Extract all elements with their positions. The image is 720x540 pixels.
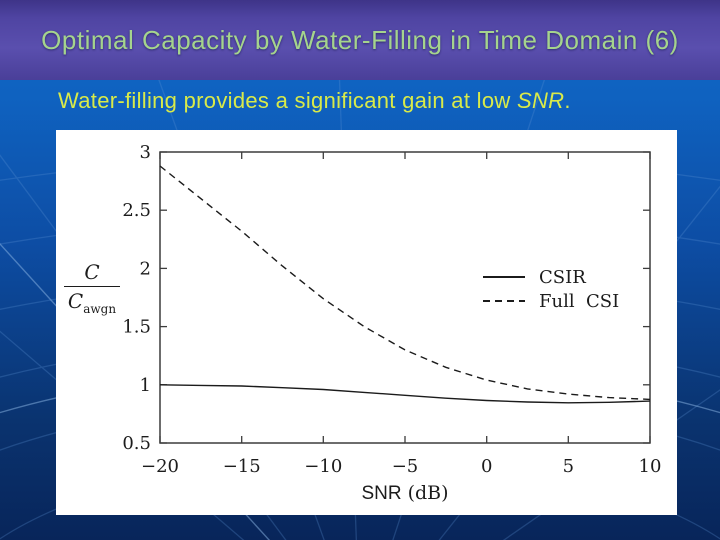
svg-text:−5: −5 xyxy=(392,456,419,477)
svg-text:2: 2 xyxy=(140,258,151,279)
subtitle-emphasis: SNR xyxy=(516,88,565,113)
solid-line-swatch xyxy=(483,276,525,278)
legend-item-csir: CSIR xyxy=(483,266,619,288)
subtitle-period: . xyxy=(564,88,571,113)
dashed-line-swatch xyxy=(483,300,525,302)
x-axis-label: SNR (dB) xyxy=(361,482,449,504)
y-axis-label-numerator: C xyxy=(64,260,120,287)
y-axis-label: C Cawgn xyxy=(60,260,124,316)
subtitle-text: Water-filling provides a significant gai… xyxy=(58,88,517,113)
slide-subtitle: Water-filling provides a significant gai… xyxy=(58,88,698,114)
svg-text:−10: −10 xyxy=(304,456,342,477)
svg-text:10: 10 xyxy=(639,456,662,477)
svg-text:−20: −20 xyxy=(141,456,179,477)
legend-label-csir: CSIR xyxy=(539,266,586,288)
svg-text:1: 1 xyxy=(140,375,151,396)
svg-text:5: 5 xyxy=(563,456,574,477)
y-axis-label-denominator: Cawgn xyxy=(67,289,117,316)
svg-text:0.5: 0.5 xyxy=(122,433,151,454)
svg-text:2.5: 2.5 xyxy=(122,200,151,221)
svg-text:3: 3 xyxy=(140,142,151,163)
chart-legend: CSIR Full CSI xyxy=(483,266,619,314)
legend-label-full-csi: Full CSI xyxy=(539,290,620,312)
title-bar: Optimal Capacity by Water-Filling in Tim… xyxy=(0,0,720,80)
svg-text:0: 0 xyxy=(481,456,492,477)
svg-text:−15: −15 xyxy=(223,456,261,477)
legend-item-full-csi: Full CSI xyxy=(483,290,619,312)
chart-panel: −20 −15 −10 −5 0 5 10 3 2.5 2 1.5 1 0.5 C Cawgn SNR … xyxy=(56,130,677,515)
capacity-vs-snr-chart: −20 −15 −10 −5 0 5 10 3 2.5 2 1.5 1 0.5 xyxy=(122,142,662,477)
page-title: Optimal Capacity by Water-Filling in Tim… xyxy=(41,24,679,55)
svg-text:1.5: 1.5 xyxy=(122,317,151,338)
